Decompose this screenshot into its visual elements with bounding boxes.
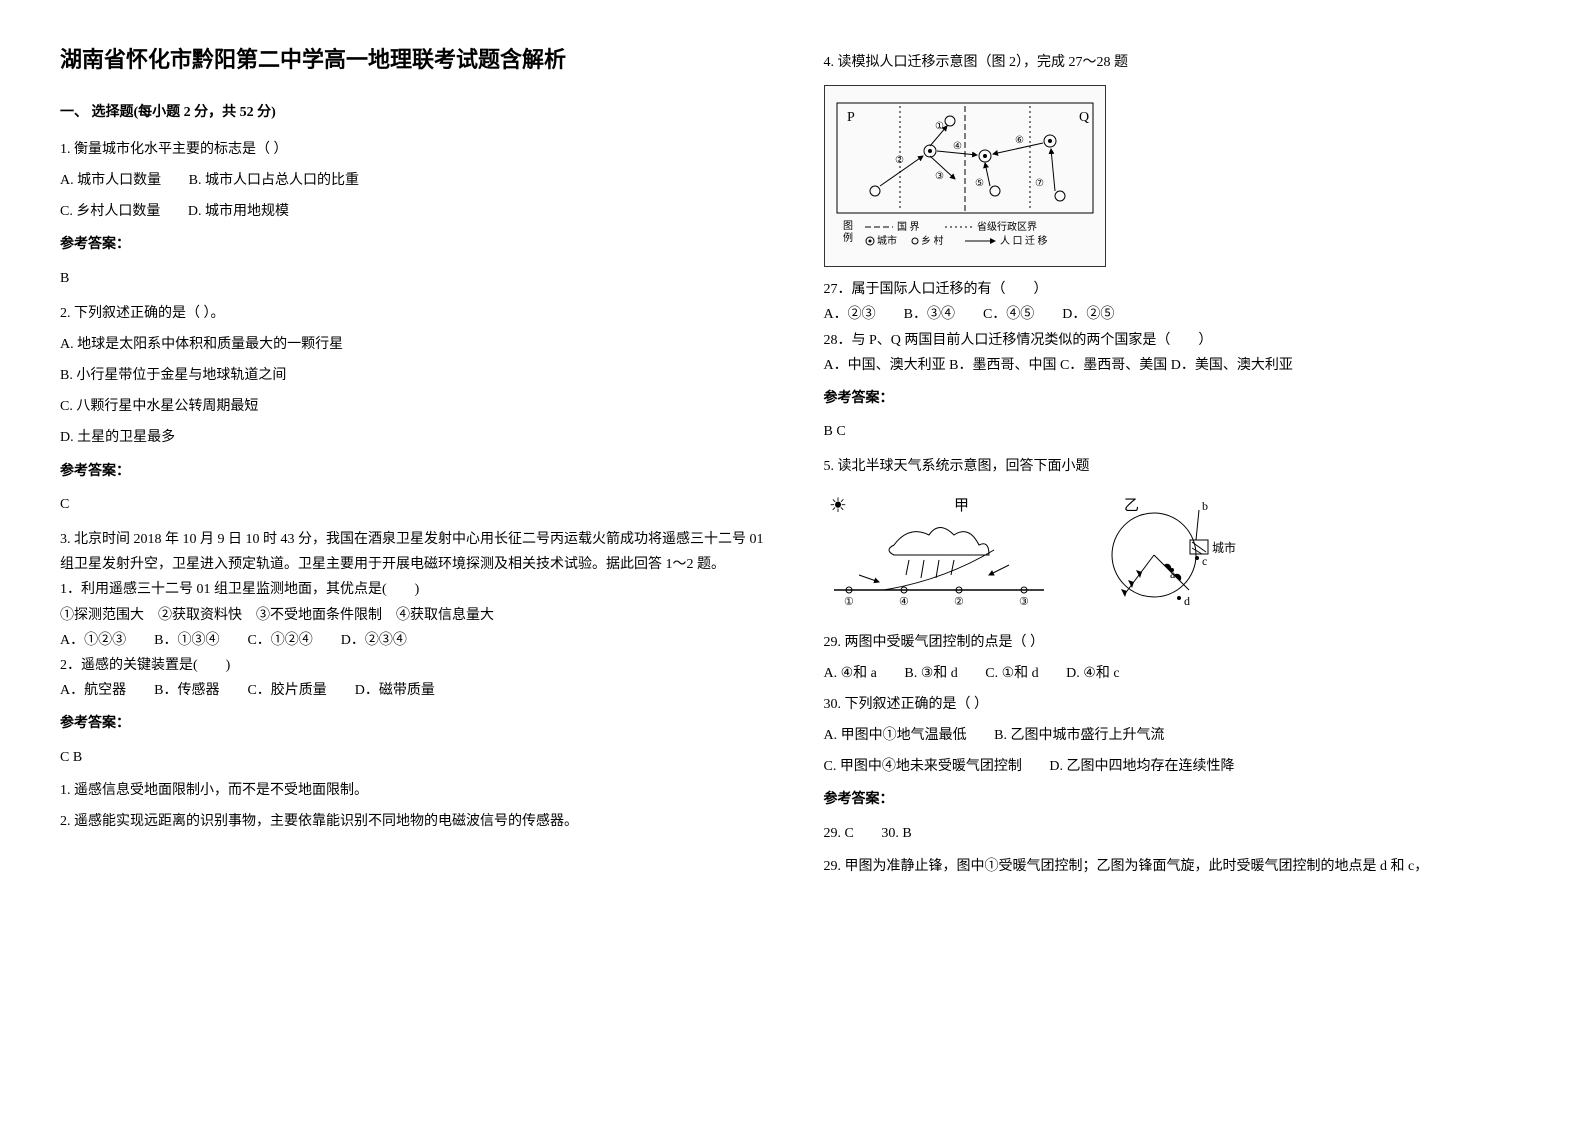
q1-opt-d: D. 城市用地规模 bbox=[188, 199, 289, 224]
q1-answer: B bbox=[60, 266, 764, 291]
q5-answer-row: 29. C 30. B bbox=[824, 821, 1528, 846]
q5-29-c: C. ①和 d bbox=[985, 661, 1038, 686]
question-5: 5. 读北半球天气系统示意图，回答下面小题 ☀ 甲 乙 bbox=[824, 454, 1528, 879]
legend-migration: 人 口 迁 移 bbox=[1000, 234, 1048, 247]
right-column: 4. 读模拟人口迁移示意图（图 2），完成 27～28 题 P Q bbox=[824, 40, 1528, 889]
q2-opt-b: B. 小行星带位于金星与地球轨道之间 bbox=[60, 363, 764, 388]
q5-30-row2: C. 甲图中④地未来受暖气团控制 D. 乙图中四地均存在连续性降 bbox=[824, 754, 1528, 779]
q3-explain1: 1. 遥感信息受地面限制小，而不是不受地面限制。 bbox=[60, 778, 764, 803]
q5-30-b: B. 乙图中城市盛行上升气流 bbox=[994, 723, 1164, 748]
q2-opt-a: A. 地球是太阳系中体积和质量最大的一颗行星 bbox=[60, 332, 764, 357]
q5-answer30: 30. B bbox=[881, 821, 911, 846]
q3-sub1-items: ①探测范围大 ②获取资料快 ③不受地面条件限制 ④获取信息量大 bbox=[60, 603, 764, 628]
migration-svg: P Q ① ② ③ bbox=[835, 96, 1095, 256]
q5-29-b: B. ③和 d bbox=[904, 661, 957, 686]
svg-text:⑦: ⑦ bbox=[1035, 178, 1044, 189]
q1-opt-b: B. 城市人口占总人口的比重 bbox=[189, 168, 359, 193]
q4-answer: B C bbox=[824, 419, 1528, 444]
q5-29-a: A. ④和 a bbox=[824, 661, 877, 686]
svg-text:③: ③ bbox=[935, 171, 944, 182]
q3-answer: C B bbox=[60, 745, 764, 770]
q1-opt-c: C. 乡村人口数量 bbox=[60, 199, 160, 224]
svg-text:③: ③ bbox=[1019, 596, 1029, 608]
q5-explain: 29. 甲图为准静止锋，图中①受暖气团控制；乙图为锋面气旋，此时受暖气团控制的地… bbox=[824, 854, 1528, 879]
label-jia: 甲 bbox=[954, 498, 969, 514]
legend-border: 国 界 bbox=[897, 221, 920, 233]
q4-27: 27．属于国际人口迁移的有（ ） bbox=[824, 277, 1528, 302]
svg-text:④: ④ bbox=[899, 596, 909, 608]
q2-opt-d: D. 土星的卫星最多 bbox=[60, 425, 764, 450]
q3-explain2: 2. 遥感能实现远距离的识别事物，主要依靠能识别不同地物的电磁波信号的传感器。 bbox=[60, 809, 764, 834]
page-container: 湖南省怀化市黔阳第二中学高一地理联考试题含解析 一、 选择题(每小题 2 分，共… bbox=[60, 40, 1527, 889]
label-p: P bbox=[847, 110, 855, 125]
sun-icon: ☀ bbox=[829, 495, 847, 517]
q5-answer29: 29. C bbox=[824, 821, 854, 846]
q3-sub1-opts: A．①②③ B．①③④ C．①②④ D．②③④ bbox=[60, 628, 764, 653]
q2-answer-label: 参考答案： bbox=[60, 459, 764, 484]
section-1-header: 一、 选择题(每小题 2 分，共 52 分) bbox=[60, 100, 764, 125]
svg-text:c: c bbox=[1202, 554, 1207, 568]
left-column: 湖南省怀化市黔阳第二中学高一地理联考试题含解析 一、 选择题(每小题 2 分，共… bbox=[60, 40, 764, 889]
svg-text:⑥: ⑥ bbox=[1015, 135, 1024, 146]
svg-text:②: ② bbox=[954, 596, 964, 608]
q5-30-c: C. 甲图中④地未来受暖气团控制 bbox=[824, 754, 1022, 779]
question-3: 3. 北京时间 2018 年 10 月 9 日 10 时 43 分，我国在酒泉卫… bbox=[60, 527, 764, 834]
migration-figure: P Q ① ② ③ bbox=[824, 85, 1106, 267]
q4-27-opts: A．②③ B．③④ C．④⑤ D．②⑤ bbox=[824, 302, 1528, 327]
q5-29: 29. 两图中受暖气团控制的点是（ ） bbox=[824, 630, 1528, 655]
q5-29-opts: A. ④和 a B. ③和 d C. ①和 d D. ④和 c bbox=[824, 661, 1528, 686]
label-yi: 乙 bbox=[1124, 498, 1139, 514]
q4-answer-label: 参考答案： bbox=[824, 386, 1528, 411]
q4-28-opts: A．中国、澳大利亚 B．墨西哥、中国 C．墨西哥、美国 D．美国、澳大利亚 bbox=[824, 353, 1528, 378]
q3-intro: 3. 北京时间 2018 年 10 月 9 日 10 时 43 分，我国在酒泉卫… bbox=[60, 527, 764, 577]
question-2: 2. 下列叙述正确的是（ ）。 A. 地球是太阳系中体积和质量最大的一颗行星 B… bbox=[60, 301, 764, 517]
svg-text:①: ① bbox=[844, 596, 854, 608]
q5-30-row1: A. 甲图中①地气温最低 B. 乙图中城市盛行上升气流 bbox=[824, 723, 1528, 748]
q5-30-a: A. 甲图中①地气温最低 bbox=[824, 723, 967, 748]
svg-text:d: d bbox=[1184, 594, 1190, 608]
weather-figure: ☀ 甲 乙 bbox=[824, 490, 1244, 620]
svg-text:④: ④ bbox=[953, 141, 962, 152]
q1-options-row2: C. 乡村人口数量 D. 城市用地规模 bbox=[60, 199, 764, 224]
q4-intro: 4. 读模拟人口迁移示意图（图 2），完成 27～28 题 bbox=[824, 50, 1528, 75]
svg-text:①: ① bbox=[935, 121, 944, 132]
svg-text:⑤: ⑤ bbox=[975, 178, 984, 189]
q3-sub1: 1．利用遥感三十二号 01 组卫星监测地面，其优点是( ) bbox=[60, 577, 764, 602]
q2-stem: 2. 下列叙述正确的是（ ）。 bbox=[60, 301, 764, 326]
svg-text:图: 图 bbox=[843, 220, 853, 232]
q1-answer-label: 参考答案： bbox=[60, 232, 764, 257]
document-title: 湖南省怀化市黔阳第二中学高一地理联考试题含解析 bbox=[60, 40, 764, 80]
legend-province: 省级行政区界 bbox=[977, 220, 1037, 233]
q2-opt-c: C. 八颗行星中水星公转周期最短 bbox=[60, 394, 764, 419]
q1-stem: 1. 衡量城市化水平主要的标志是（ ） bbox=[60, 137, 764, 162]
legend-village: 乡 村 bbox=[921, 234, 944, 247]
q4-28: 28．与 P、Q 两国目前人口迁移情况类似的两个国家是（ ） bbox=[824, 328, 1528, 353]
question-1: 1. 衡量城市化水平主要的标志是（ ） A. 城市人口数量 B. 城市人口占总人… bbox=[60, 137, 764, 291]
svg-text:②: ② bbox=[895, 155, 904, 166]
q3-sub2-opts: A．航空器 B．传感器 C．胶片质量 D．磁带质量 bbox=[60, 678, 764, 703]
q3-sub2: 2．遥感的关键装置是( ) bbox=[60, 653, 764, 678]
q5-answer-label: 参考答案： bbox=[824, 787, 1528, 812]
q3-answer-label: 参考答案： bbox=[60, 711, 764, 736]
question-4: 4. 读模拟人口迁移示意图（图 2），完成 27～28 题 P Q bbox=[824, 50, 1528, 444]
q5-intro: 5. 读北半球天气系统示意图，回答下面小题 bbox=[824, 454, 1528, 479]
q5-30-d: D. 乙图中四地均存在连续性降 bbox=[1049, 754, 1234, 779]
label-city: 城市 bbox=[1212, 540, 1236, 555]
legend-city: 城市 bbox=[877, 234, 897, 247]
q5-29-d: D. ④和 c bbox=[1066, 661, 1119, 686]
svg-text:例: 例 bbox=[843, 231, 853, 244]
q1-opt-a: A. 城市人口数量 bbox=[60, 168, 161, 193]
q1-options-row1: A. 城市人口数量 B. 城市人口占总人口的比重 bbox=[60, 168, 764, 193]
svg-text:b: b bbox=[1202, 499, 1208, 513]
label-q: Q bbox=[1079, 110, 1089, 125]
weather-svg: ☀ 甲 乙 bbox=[824, 490, 1244, 620]
q2-answer: C bbox=[60, 492, 764, 517]
q5-30: 30. 下列叙述正确的是（ ） bbox=[824, 692, 1528, 717]
